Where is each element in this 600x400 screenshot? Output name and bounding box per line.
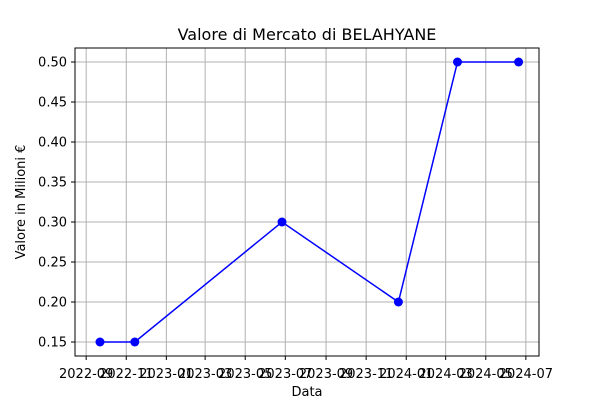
y-tick-label: 0.40 — [38, 136, 67, 151]
y-tick-label: 0.45 — [38, 96, 67, 111]
data-point — [393, 297, 403, 307]
x-tick-label: 2022-11 — [99, 367, 153, 382]
y-tick-label: 0.50 — [38, 56, 67, 71]
y-tick-label: 0.15 — [38, 336, 67, 351]
y-tick-label: 0.25 — [38, 256, 67, 271]
x-tick-label: 2024-05 — [459, 367, 513, 382]
series-line — [100, 61, 519, 343]
x-tick-label: 2024-07 — [499, 367, 553, 382]
x-tick-label: 2023-03 — [178, 367, 232, 382]
y-axis-label: Valore in Milioni € — [14, 145, 29, 260]
x-tick-label: 2023-11 — [339, 367, 393, 382]
x-tick-label: 2023-07 — [258, 367, 312, 382]
y-tick-label: 0.20 — [38, 296, 67, 311]
y-tick-label: 0.35 — [38, 176, 67, 191]
x-tick-label: 2024-01 — [379, 367, 433, 382]
y-axis-ticks: 0.15 0.20 0.25 0.30 0.35 0.40 0.45 0.50 — [38, 56, 75, 351]
x-tick-label: 2024-03 — [419, 367, 473, 382]
plot-frame — [74, 47, 540, 357]
chart-title: Valore di Mercato di BELAHYANE — [178, 25, 437, 44]
grid-lines — [75, 48, 539, 356]
data-point — [514, 57, 524, 67]
x-tick-label: 2023-05 — [218, 367, 272, 382]
x-tick-label: 2022-09 — [59, 367, 113, 382]
data-point — [277, 217, 287, 227]
x-tick-label: 2023-09 — [299, 367, 353, 382]
y-tick-label: 0.30 — [38, 216, 67, 231]
data-point — [130, 337, 140, 347]
x-axis-label: Data — [291, 385, 322, 400]
x-tick-label: 2023-01 — [139, 367, 193, 382]
data-point — [95, 337, 105, 347]
series-layer — [95, 57, 524, 347]
data-point — [453, 57, 462, 67]
x-axis-ticks: 2022-092022-112023-012023-032023-052023-… — [59, 356, 553, 382]
